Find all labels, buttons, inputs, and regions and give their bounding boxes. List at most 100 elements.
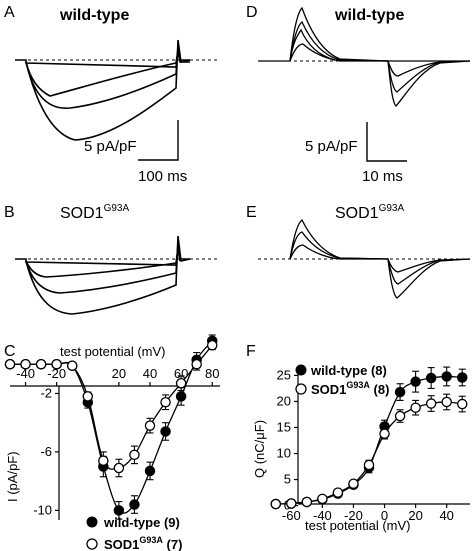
data-point-sod1 [51, 358, 62, 370]
panel-letter-a: A [4, 4, 15, 21]
data-point-sod1 [379, 428, 390, 439]
chart-c-series [4, 334, 218, 520]
data-point-sod1 [98, 455, 109, 466]
panel-letter-e: E [246, 204, 257, 221]
panel-b-trace-3 [25, 241, 181, 294]
data-point-sod1 [317, 493, 328, 505]
data-point-sod1 [175, 377, 187, 389]
chart-c-legend: wild-type (9) SOD1G93A (7) [86, 515, 182, 551]
panel-d-scale-x: 10 ms [362, 168, 403, 185]
y-tick-label: 15 [277, 419, 291, 434]
data-point-sod1 [410, 402, 421, 413]
data-point-sod1 [348, 478, 359, 489]
data-point-sod1 [456, 398, 468, 410]
panel-b-trace-1 [15, 249, 190, 266]
x-tick-label: 40 [439, 508, 453, 523]
series-line [275, 401, 463, 505]
x-tick-label: 60 [174, 366, 188, 381]
data-point-wildtype [456, 372, 468, 383]
chart-f-ylabel: Q (nC/μF) [252, 420, 267, 478]
panel-letter-f: F [246, 343, 256, 360]
panel-b-trace-4 [25, 235, 191, 315]
panel-d-trace-3 [289, 20, 471, 93]
panel-a-trace-3 [25, 45, 181, 109]
panel-a-scale-y: 5 pA/pF [84, 138, 137, 155]
y-tick-label: 25 [277, 367, 291, 382]
panel-a-traces [15, 39, 220, 141]
panel-b-title: SOD1G93A [60, 203, 129, 222]
data-point-wildtype [441, 371, 452, 382]
panel-e-trace-3 [289, 244, 441, 273]
y-tick-label: -10 [33, 502, 52, 517]
y-tick-label: 20 [277, 393, 291, 408]
data-point-sod1 [425, 398, 437, 409]
data-point-sod1 [191, 358, 202, 370]
data-point-sod1 [20, 358, 31, 370]
x-tick-label: 20 [112, 366, 126, 381]
panel-a-trace-4 [25, 39, 191, 141]
panel-a-trace-2 [25, 49, 190, 97]
data-point-sod1 [66, 360, 78, 371]
chart-c: test potential (mV) I (pA/pF) -40 -20 20 40… [4, 334, 220, 551]
panel-b-traces [15, 235, 220, 315]
panel-a-title: wild-type [59, 7, 129, 24]
data-point-wildtype [113, 505, 125, 516]
data-point-sod1 [394, 410, 406, 422]
chart-f-series [270, 366, 468, 510]
data-point-sod1 [441, 396, 452, 408]
legend-f-sod1-label: SOD1G93A (8) [311, 380, 389, 397]
panel-letter-c: C [4, 343, 16, 360]
data-point-sod1 [286, 498, 297, 509]
x-tick-label: -40 [313, 508, 332, 523]
chart-f-ticks: -60-40-20020400510152025 [277, 367, 454, 523]
data-point-sod1 [160, 396, 171, 408]
panel-a-scale-x: 100 ms [138, 168, 187, 185]
data-point-wildtype [425, 372, 437, 384]
legend-c-sod1-label: SOD1G93A (7) [104, 535, 182, 551]
data-point-wildtype [144, 465, 156, 477]
chart-f-xlabel: test potential (mV) [305, 518, 411, 533]
data-point-sod1 [363, 459, 375, 471]
x-tick-label: 20 [408, 508, 422, 523]
data-point-sod1 [82, 391, 94, 402]
data-point-wildtype [394, 386, 406, 398]
data-point-sod1 [129, 449, 140, 461]
x-tick-label: -20 [344, 508, 363, 523]
data-point-sod1 [270, 498, 282, 510]
panel-letter-b: B [4, 204, 15, 221]
panel-d-trace-1 [258, 28, 470, 62]
y-tick-label: 10 [277, 446, 291, 461]
chart-c-ylabel: I (pA/pF) [5, 451, 20, 502]
panel-d-scale-y: 5 pA/pF [305, 138, 358, 155]
data-point-wildtype [175, 391, 187, 402]
x-tick-label: -20 [47, 366, 66, 381]
chart-f: test potential (mV) Q (nC/μF) -60 -40 -20 0… [252, 363, 470, 533]
data-point-sod1 [113, 462, 125, 474]
x-tick-label: 80 [205, 366, 219, 381]
panel-e-traces [258, 219, 471, 299]
legend-c-wildtype-marker [86, 516, 98, 528]
x-tick-label: 40 [143, 366, 157, 381]
panel-d-scalebar [366, 122, 407, 162]
y-tick-label: -6 [40, 444, 52, 459]
legend-f-wildtype-label: wild-type (8) [310, 363, 387, 378]
data-point-sod1 [301, 496, 313, 508]
panel-d-traces [258, 6, 471, 107]
panel-a-scalebar [138, 120, 179, 161]
y-tick-label: -2 [40, 385, 52, 400]
data-point-wildtype [160, 426, 171, 437]
legend-c-sod1-marker [86, 538, 98, 550]
panel-letter-d: D [246, 4, 258, 21]
data-point-wildtype [129, 499, 140, 510]
data-point-sod1 [206, 339, 218, 351]
x-tick-label: -40 [16, 366, 35, 381]
chart-c-ticks: -40 -20 20 40 60 80 -2 -6 -10 [16, 366, 219, 517]
legend-f-wildtype-marker [295, 364, 307, 376]
chart-f-legend: wild-type (8) SOD1G93A (8) [295, 363, 389, 397]
panel-b-trace-2 [25, 247, 181, 278]
chart-c-xlabel: test potential (mV) [60, 344, 166, 359]
panel-d-title: wild-type [334, 7, 404, 24]
legend-c-wildtype-label: wild-type (9) [103, 515, 180, 530]
panel-d-trace-4 [289, 43, 441, 77]
